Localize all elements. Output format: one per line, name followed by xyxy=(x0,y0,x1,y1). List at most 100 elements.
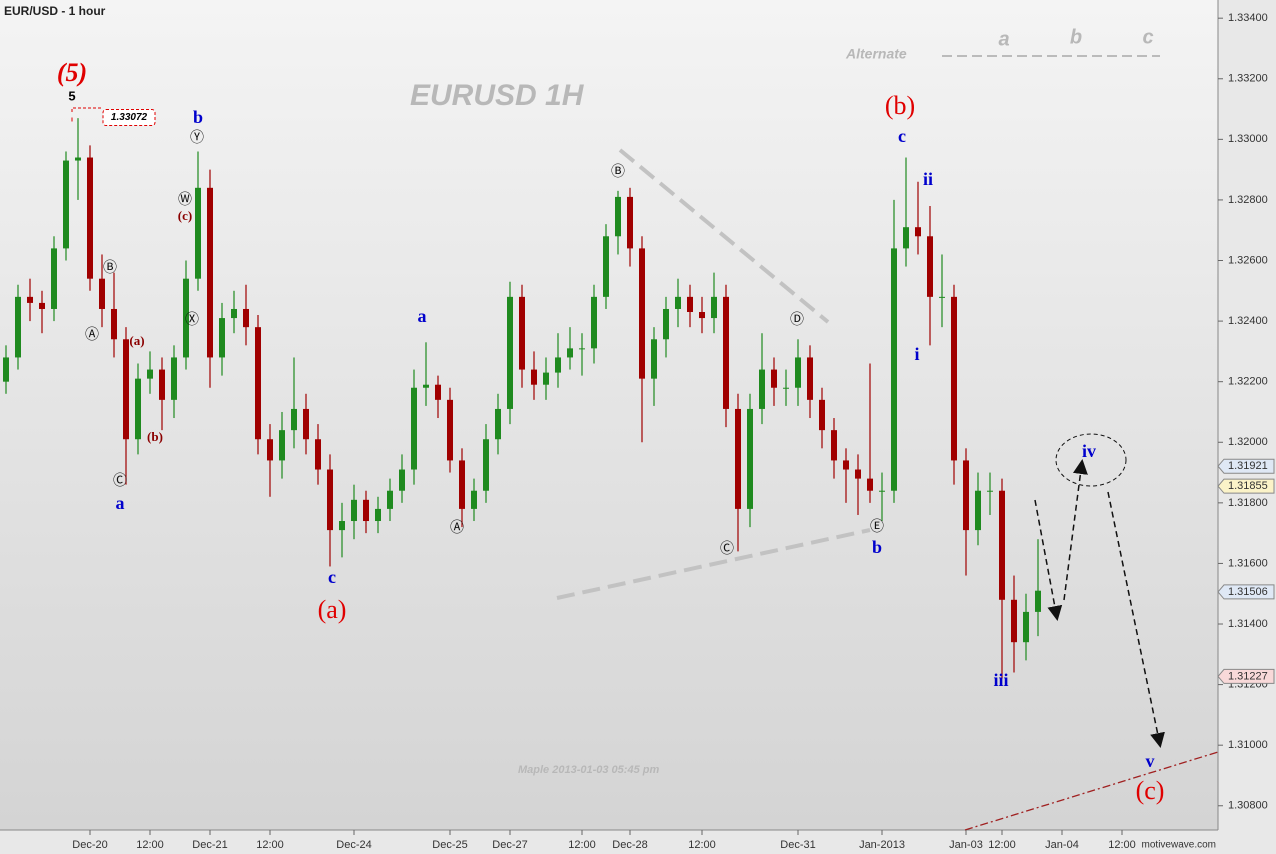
wave-label: Ⓐ xyxy=(85,327,99,343)
candle-body xyxy=(231,308,237,319)
candle-body xyxy=(183,278,189,358)
candle-body xyxy=(579,348,585,350)
candle-body xyxy=(603,236,609,297)
candle-body xyxy=(819,399,825,431)
candle-body xyxy=(387,490,393,509)
candle-body xyxy=(435,384,441,400)
candle-body xyxy=(735,408,741,509)
projection-arrow xyxy=(1063,459,1088,601)
high-connector xyxy=(71,107,103,112)
wave-label: ii xyxy=(923,169,933,189)
candle-body xyxy=(963,460,969,531)
candle-body xyxy=(771,369,777,388)
candle-body xyxy=(279,430,285,461)
candle-body xyxy=(615,196,621,237)
candle-body xyxy=(339,521,345,531)
trend-line xyxy=(618,148,830,324)
price-marker xyxy=(1217,478,1275,494)
candle-body xyxy=(171,357,177,400)
y-tick-label: 1.30800 xyxy=(1228,800,1268,812)
candle-body xyxy=(459,460,465,509)
candle-body xyxy=(351,499,357,522)
wave-label: Ⓐ xyxy=(450,520,464,536)
candle-body xyxy=(327,469,333,531)
candle-body xyxy=(483,439,489,491)
wave-label: Ⓧ xyxy=(185,312,199,328)
wave-label: (a) xyxy=(318,595,347,624)
wave-label: (a) xyxy=(129,333,144,348)
candle-body xyxy=(975,490,981,531)
candle-body xyxy=(855,469,861,479)
candle-body xyxy=(555,357,561,373)
candle-body xyxy=(951,296,957,461)
wave-label: b xyxy=(872,537,882,557)
candle-body xyxy=(375,508,381,522)
candle-body xyxy=(927,236,933,297)
x-tick-label: 12:00 xyxy=(256,839,284,851)
candle-body xyxy=(99,278,105,309)
drawings xyxy=(71,55,1219,831)
candle-body xyxy=(207,187,213,358)
candle-body xyxy=(867,478,873,491)
candle-body xyxy=(363,499,369,522)
wave-label: Ⓓ xyxy=(790,312,804,328)
candle-body xyxy=(75,157,81,161)
candle-body xyxy=(795,357,801,388)
candle-body xyxy=(567,348,573,358)
x-tick-label: 12:00 xyxy=(568,839,596,851)
price-marker-label: 1.31227 xyxy=(1228,670,1268,682)
candle-body xyxy=(807,357,813,400)
x-tick-label: Dec-21 xyxy=(192,839,227,851)
candle-body xyxy=(639,248,645,379)
candle-body xyxy=(915,227,921,237)
candle-body xyxy=(447,399,453,461)
alternate-label: b xyxy=(1070,26,1082,48)
candle-body xyxy=(411,387,417,470)
chart-title: EUR/USD - 1 hour xyxy=(4,4,106,18)
wave-label: c xyxy=(898,126,906,146)
x-tick-label: Dec-25 xyxy=(432,839,467,851)
candle-body xyxy=(507,296,513,409)
candle-body xyxy=(123,339,129,440)
wave-label: Ⓒ xyxy=(720,541,734,557)
x-tick-label: 12:00 xyxy=(136,839,164,851)
candle-body xyxy=(423,384,429,388)
wave-label: Ⓑ xyxy=(103,260,117,276)
candle-body xyxy=(87,157,93,279)
candle-body xyxy=(879,490,885,492)
y-tick-label: 1.32400 xyxy=(1228,315,1268,327)
candle-body xyxy=(999,490,1005,600)
wave-label: iii xyxy=(993,670,1008,690)
price-marker-label: 1.31506 xyxy=(1228,586,1268,598)
y-tick-label: 1.32800 xyxy=(1228,194,1268,206)
candle-body xyxy=(939,296,945,298)
candle-body xyxy=(711,296,717,319)
candle-body xyxy=(15,296,21,358)
wave-label: v xyxy=(1146,751,1155,771)
x-tick-label: 12:00 xyxy=(1108,839,1136,851)
candle-body xyxy=(111,308,117,340)
x-axis-panel xyxy=(0,830,1276,854)
candle-body xyxy=(51,248,57,309)
candle-body xyxy=(63,160,69,249)
projection-arrow xyxy=(1107,491,1165,748)
candle-body xyxy=(675,296,681,309)
y-tick-label: 1.31000 xyxy=(1228,739,1268,751)
candle-body xyxy=(267,439,273,461)
y-tick-label: 1.32000 xyxy=(1228,436,1268,448)
x-tick-label: 12:00 xyxy=(688,839,716,851)
candle-body xyxy=(495,408,501,440)
price-marker xyxy=(1217,668,1275,684)
candle-body xyxy=(987,490,993,492)
high-marker-label: 1.33072 xyxy=(111,112,148,123)
alternate-label: Alternate xyxy=(845,46,907,62)
wave-label: (5) xyxy=(57,58,87,87)
price-marker-label: 1.31921 xyxy=(1228,460,1268,472)
wave-label: (b) xyxy=(147,429,163,444)
candle-body xyxy=(531,369,537,385)
footer: Maple 2013-01-03 05:45 pm xyxy=(518,764,659,776)
y-tick-label: 1.31800 xyxy=(1228,497,1268,509)
price-marker-label: 1.31855 xyxy=(1228,480,1268,492)
candle-body xyxy=(519,296,525,370)
x-tick-label: Dec-24 xyxy=(336,839,371,851)
